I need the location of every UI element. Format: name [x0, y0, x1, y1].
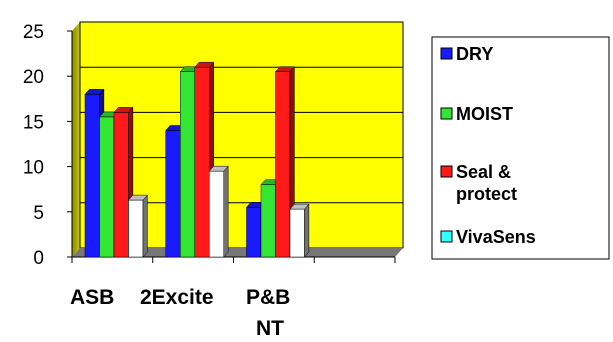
- bar-front: [275, 71, 291, 258]
- y-tick-label: 20: [23, 67, 44, 88]
- x-tick-label: 2Excite: [140, 286, 214, 309]
- bar-front: [289, 208, 305, 258]
- bar: [289, 203, 310, 258]
- y-tick-label: 10: [23, 158, 44, 179]
- bar-top: [274, 66, 295, 72]
- legend-swatch: [440, 47, 453, 60]
- y-tick-label: 0: [33, 248, 44, 269]
- legend-label: VivaSens: [456, 227, 536, 247]
- legend-box: [431, 36, 610, 260]
- plot-floor: [72, 248, 403, 257]
- x-tick-label: ASB: [70, 286, 114, 309]
- bar-top: [113, 107, 134, 113]
- bar-top: [194, 61, 215, 68]
- bar: [208, 165, 229, 258]
- legend-swatch: [440, 165, 453, 178]
- bar: [113, 106, 134, 258]
- bar-front: [165, 130, 181, 258]
- legend-swatch: [440, 107, 453, 120]
- x-tick-label: P&B NT: [246, 286, 290, 340]
- bar-front: [194, 66, 210, 258]
- bar-side: [142, 194, 148, 258]
- legend-label: Seal & protect: [456, 162, 517, 204]
- bar-front: [180, 71, 195, 258]
- y-tick-label: 25: [23, 22, 44, 43]
- bar-side: [304, 203, 310, 258]
- bar-front: [260, 184, 276, 258]
- legend-label: MOIST: [456, 104, 513, 124]
- y-tick-label: 15: [23, 112, 44, 133]
- legend-item: Seal & protect: [440, 162, 517, 204]
- x-tick-labels: ASB 2Excite P&B NT: [70, 257, 396, 340]
- legend-item: VivaSens: [440, 227, 536, 247]
- y-tick-labels: 0 5 10 15 20 25: [23, 22, 72, 269]
- legend-label: DRY: [456, 44, 493, 64]
- bar: [127, 194, 148, 258]
- bar-front: [113, 112, 129, 258]
- legend-swatch: [440, 230, 453, 243]
- bar-top: [127, 194, 148, 201]
- legend-item: MOIST: [440, 104, 513, 124]
- bar-side: [223, 165, 229, 258]
- legend: DRY MOIST Seal & protect VivaSens: [440, 44, 536, 247]
- legend-item: DRY: [440, 44, 493, 64]
- bar-front: [99, 116, 115, 258]
- bar-front: [84, 94, 100, 258]
- bar-top: [84, 89, 105, 95]
- bar-top: [208, 165, 229, 172]
- bar-front: [209, 170, 224, 258]
- bar-top: [289, 203, 310, 210]
- bar-front: [128, 199, 144, 258]
- bars: [84, 61, 310, 258]
- bar-front: [246, 207, 262, 258]
- plot-side-wall: [72, 22, 80, 257]
- y-tick-label: 5: [33, 203, 44, 224]
